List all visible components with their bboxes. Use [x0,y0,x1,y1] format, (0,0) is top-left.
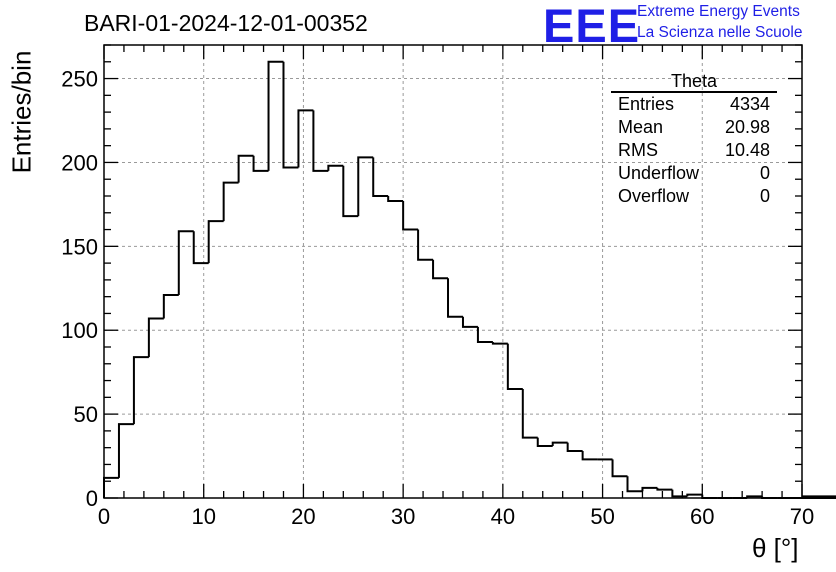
stats-value: 4334 [729,94,770,114]
histogram-bin [387,196,404,203]
x-tick-label: 30 [391,504,415,529]
x-tick-label: 20 [291,504,315,529]
histogram-bin [282,61,299,169]
histogram-bin [476,326,493,343]
axis-ticks [103,44,803,499]
histogram-bin [207,220,224,264]
histogram-bin [432,259,449,280]
logo-caption-line1: Extreme Energy Events [637,3,800,20]
stats-label: Mean [618,117,664,137]
histogram-bin [671,489,688,498]
histogram-bin [117,423,134,478]
histogram-bin [192,231,209,265]
x-tick-label: 10 [191,504,215,529]
histogram-bin [461,316,478,328]
y-tick-label: 0 [86,486,98,511]
eee-logo: EEE [543,0,641,52]
x-tick-label: 70 [790,504,814,529]
histogram-bin [222,181,239,222]
histogram-bin [237,154,254,183]
x-axis-label: θ [°] [752,533,799,563]
histogram-bin [267,60,284,171]
y-tick-label: 100 [61,318,98,343]
histogram-bin [802,495,836,498]
histogram-bin [132,356,149,425]
histogram-bin [521,388,538,439]
histogram-bin [551,441,568,446]
histogram-bin [312,110,329,172]
stats-value: 20.98 [724,117,770,137]
histogram-bin [177,230,194,295]
histogram-bin [447,278,463,318]
histogram-bin [357,156,374,217]
y-axis-label: Entries/bin [6,50,37,174]
stats-row-entries: Entries 4334 [611,93,777,116]
x-tick-label: 40 [491,504,515,529]
stats-label: Overflow [618,186,690,206]
plot-title: BARI-01-2024-12-01-00352 [84,10,368,36]
x-tick-label: 0 [98,504,110,529]
histogram-bin [252,155,269,172]
histogram-bin [372,157,389,197]
histogram-bin [686,493,703,497]
y-tick-label: 50 [74,402,98,427]
y-tick-label: 150 [61,234,98,259]
histogram-bin [626,476,643,493]
histogram-bin [656,487,673,491]
stats-row-underflow: Underflow 0 [611,162,777,185]
grid-lines [104,45,802,498]
histogram-bin [566,442,583,453]
stats-row-overflow: Overflow 0 [611,185,777,208]
y-tick-label: 250 [61,67,98,92]
histogram-bin [327,164,344,171]
histogram-bin [611,459,628,478]
histogram-bin [491,341,508,345]
y-tick-label: 200 [61,150,98,175]
tick-labels: 0 10 20 30 40 50 60 70 0 50 100 150 200 250 [61,67,814,529]
stats-row-rms: RMS 10.48 [611,139,777,162]
histogram-bin [641,486,658,492]
histogram-bin [297,109,314,168]
histogram-bin [417,229,434,261]
histogram-bin [342,165,359,218]
histogram-bin [147,317,164,358]
logo-caption-line2: La Scienza nelle Scuole [637,24,803,41]
histogram-bin [162,293,179,319]
x-tick-label: 50 [590,504,614,529]
stats-row-mean: Mean 20.98 [611,116,777,139]
histogram-bin [402,201,419,231]
stats-value: 10.48 [724,140,770,160]
stats-label: RMS [618,140,658,160]
stats-label: Underflow [618,163,700,183]
histogram-bin [581,451,598,461]
histogram-bin [506,343,523,390]
stats-box: Theta Entries 4334 Mean 20.98 RMS 10.48 … [611,72,777,208]
stats-title: Theta [611,72,777,93]
histogram-layer [103,60,836,499]
plot-frame [103,44,803,499]
stats-value: 0 [759,163,770,183]
x-tick-label: 60 [690,504,714,529]
stats-label: Entries [618,94,675,114]
stats-value: 0 [759,186,770,206]
histogram-bin [536,437,553,447]
